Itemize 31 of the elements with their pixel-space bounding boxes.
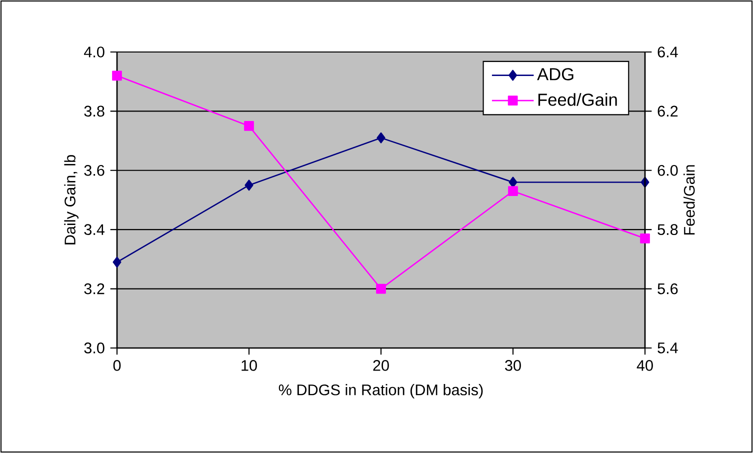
x-tick-label: 20 [373, 360, 389, 371]
point [376, 132, 386, 144]
y-tick-label: 3.6 [84, 164, 104, 176]
point [508, 186, 518, 196]
point [376, 284, 386, 294]
point [640, 234, 650, 244]
y2-tick-label: 6.4 [658, 46, 678, 58]
y-tick-label: 3.2 [84, 283, 104, 294]
y-tick-label: 4.0 [84, 46, 104, 58]
legend-label: Feed/Gain [538, 93, 617, 106]
y2-tick-label: 5.8 [658, 224, 678, 236]
x-tick-label: 0 [113, 360, 121, 371]
y-tick-label: 3.8 [84, 106, 104, 117]
y-tick-label: 3.0 [84, 342, 104, 354]
y2-tick-label: 6.2 [658, 106, 678, 117]
point [112, 256, 122, 268]
x-tick-label: 30 [505, 360, 521, 371]
y2-tick-label: 5.4 [658, 342, 678, 354]
x-axis-title: % DDGS in Ration (DM basis) [278, 384, 483, 398]
y-tick-label: 3.4 [84, 224, 105, 236]
y2-tick-label: 5.6 [658, 283, 678, 294]
y2-tick-label: 6.0 [658, 164, 678, 176]
y2-axis-title: Feed/Gain [684, 165, 695, 235]
x-tick-label: 10 [242, 360, 257, 371]
point [112, 70, 122, 81]
x-tick-label: 40 [636, 360, 653, 371]
point [508, 176, 518, 188]
point [244, 121, 254, 131]
y-axis-title: Daily Gain, lb [64, 155, 78, 244]
legend-label: ADG [537, 68, 574, 80]
point [244, 180, 254, 191]
